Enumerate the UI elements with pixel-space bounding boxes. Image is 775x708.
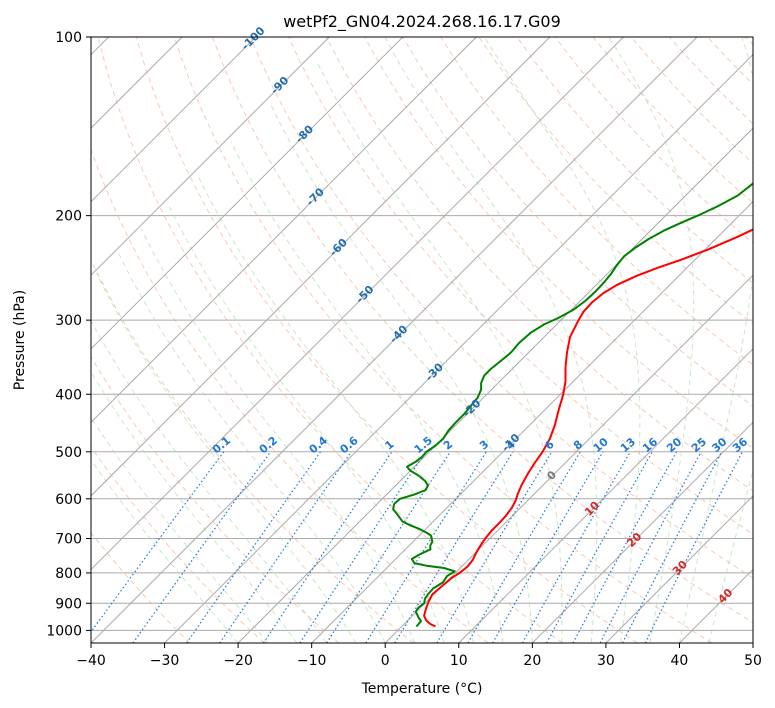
isotherm-line [384,274,753,643]
mixing-ratio-line [219,451,352,643]
mixing-ratio-line [263,451,393,643]
dry-adiabat [516,37,753,284]
isotherm-line [91,37,698,643]
y-axis-label: Pressure (hPa) [12,290,28,390]
moist-adiabat [96,272,357,643]
mixing-ratio-line [644,451,743,643]
isotherm-line [311,200,753,643]
dewpoint-profile [392,181,753,628]
moist-adiabat [91,416,268,643]
x-tick-label: −30 [150,653,180,669]
x-axis-label: Temperature (°C) [361,681,483,697]
x-tick-label: 10 [450,653,468,669]
y-tick-label: 300 [55,313,82,329]
mixing-ratio-line [436,451,553,643]
dry-adiabat [173,37,713,643]
y-tick-label: 100 [55,30,82,46]
y-tick-label: 600 [55,492,82,508]
dry-adiabat [91,148,489,643]
isotherm-line [237,127,753,643]
x-axis: −40 −30 −20 −10 0 10 20 30 40 50 [76,643,762,669]
isotherm-line [91,37,551,497]
dry-adiabat [91,355,340,643]
y-tick-label: 900 [55,596,82,612]
x-tick-label: 50 [744,653,762,669]
moist-adiabat [117,251,386,643]
y-tick-label: 200 [55,209,82,225]
x-tick-label: 30 [597,653,615,669]
mixing-ratio-line [365,451,487,643]
isotherm-line [91,37,477,424]
y-tick-label: 500 [55,445,82,461]
mixing-ratio-line [599,451,702,643]
dry-adiabat [249,37,753,579]
moist-adiabat [270,104,533,643]
y-tick-label: 800 [55,566,82,582]
y-tick-label: 400 [55,387,82,403]
moist-adiabat [140,227,416,643]
moist-adiabat [166,202,445,643]
moist-adiabat [230,141,504,643]
x-tick-label: 40 [671,653,689,669]
profile-lines [392,181,753,628]
isotherm-line [605,495,753,643]
moist-adiabat [196,173,474,643]
temperature-profile [423,228,753,628]
dry-adiabat [97,37,563,643]
y-tick-label: 1000 [46,623,82,639]
dry-adiabat [211,37,753,624]
isotherm-line [91,37,624,571]
isotherm-line [164,53,753,643]
chart-title: wetPf2_GN04.2024.268.16.17.G09 [283,12,561,32]
moist-adiabat [316,61,563,643]
isotherm-line [752,642,753,643]
y-tick-label: 700 [55,532,82,548]
background-lines [91,37,753,643]
isotherm-line [531,421,753,643]
isotherm-line [91,37,257,203]
dry-adiabat [91,531,191,643]
mixing-ratio-line [132,451,272,643]
x-tick-label: 20 [523,653,541,669]
isotherm-line [458,348,753,643]
x-tick-label: −40 [76,653,106,669]
x-tick-label: −20 [223,653,253,669]
mixing-ratio-line [521,451,631,643]
isotherm-line [91,37,330,276]
moist-adiabat [91,458,239,643]
mixing-ratio-line [326,451,451,643]
dry-adiabat [91,445,265,643]
mixing-ratio-line [546,451,653,643]
moist-adiabat [384,37,598,643]
mixing-ratio-line [91,451,225,633]
x-tick-label: −10 [297,653,327,669]
moist-adiabat [608,37,695,643]
mixing-ratio-line [186,451,322,643]
isotherm-line [91,37,404,350]
dry-adiabat [440,37,753,366]
mixing-ratio-line [299,451,427,643]
x-tick-label: 0 [381,653,390,669]
dry-adiabat [402,37,753,407]
plot-frame [90,36,754,644]
y-axis: 1000 900 800 700 600 500 400 300 200 100 [46,30,91,639]
mixing-ratio-line [572,451,678,643]
plot-background [91,37,753,643]
dry-adiabat [288,37,753,535]
dry-adiabat [135,37,638,643]
